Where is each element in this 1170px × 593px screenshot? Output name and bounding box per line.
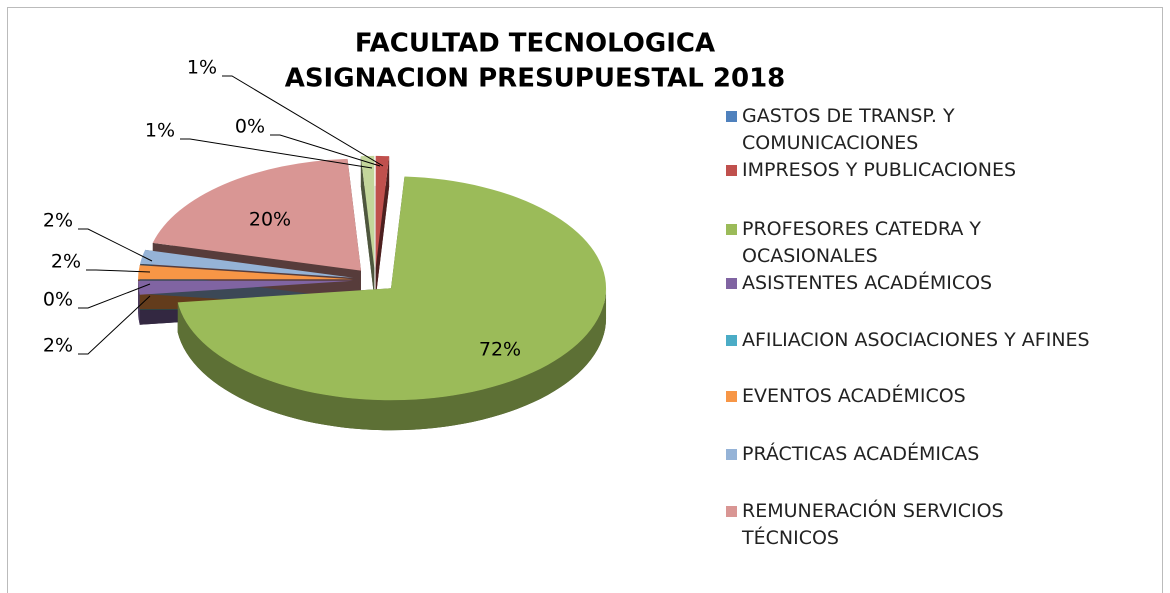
leader-line	[86, 269, 151, 273]
legend-entry: IMPRESOS Y PUBLICACIONES	[726, 157, 1106, 184]
slice	[138, 280, 354, 295]
data-label: 2%	[43, 335, 73, 357]
data-label: 2%	[51, 251, 81, 273]
legend-entry: ASISTENTES ACADÉMICOS	[726, 270, 1106, 297]
slice-wall	[375, 156, 390, 298]
legend-label: IMPRESOS Y PUBLICACIONES	[742, 159, 1017, 181]
data-label: 0%	[43, 289, 73, 311]
slice	[152, 158, 361, 271]
slice-wall	[152, 242, 361, 301]
legend-label: AFILIACION ASOCIACIONES Y AFINES	[742, 329, 1090, 351]
legend-label: REMUNERACIÓN SERVICIOS TÉCNICOS	[742, 500, 1004, 549]
chart-title: FACULTAD TECNOLOGICA	[355, 29, 715, 59]
legend-entry: PROFESORES CATEDRA Y OCASIONALES	[726, 216, 1106, 270]
legend-label: GASTOS DE TRANSP. Y COMUNICACIONES	[742, 105, 955, 154]
leader-line	[270, 134, 381, 167]
legend-entry: GASTOS DE TRANSP. Y COMUNICACIONES	[726, 103, 1106, 157]
leader-line	[78, 295, 151, 355]
slice	[375, 155, 390, 268]
slice	[140, 249, 354, 278]
slice-side	[177, 288, 607, 431]
legend-entry: AFILIACION ASOCIACIONES Y AFINES	[726, 327, 1106, 354]
legend-label: ASISTENTES ACADÉMICOS	[742, 272, 993, 294]
chart-title: ASIGNACION PRESUPUESTAL 2018	[285, 64, 786, 94]
data-label: 1%	[145, 120, 175, 142]
legend-swatch	[726, 224, 737, 235]
slice-side	[138, 280, 140, 325]
data-label: 1%	[187, 57, 217, 79]
legend-label: PROFESORES CATEDRA Y OCASIONALES	[742, 218, 981, 267]
legend-swatch	[726, 506, 737, 517]
legend-entry: REMUNERACIÓN SERVICIOS TÉCNICOS	[726, 498, 1106, 552]
legend-swatch	[726, 111, 737, 122]
slice	[177, 176, 607, 401]
data-label: 2%	[43, 210, 73, 232]
legend-swatch	[726, 278, 737, 289]
legend-label: PRÁCTICAS ACADÉMICAS	[742, 443, 980, 465]
legend-swatch	[726, 165, 737, 176]
slice-wall	[360, 156, 375, 298]
leader-line	[180, 138, 373, 169]
leader-line	[78, 283, 151, 309]
slice	[360, 155, 375, 268]
slice	[138, 265, 354, 280]
legend-entry: PRÁCTICAS ACADÉMICAS	[726, 441, 1106, 468]
leader-line	[222, 75, 384, 167]
data-label: 72%	[479, 339, 521, 361]
data-label: 0%	[235, 116, 265, 138]
legend-entry: EVENTOS ACADÉMICOS	[726, 383, 1106, 410]
leader-line	[78, 228, 153, 262]
legend-label: EVENTOS ACADÉMICOS	[742, 385, 966, 407]
frame	[7, 7, 1163, 593]
data-label: 20%	[249, 209, 291, 231]
legend-swatch	[726, 335, 737, 346]
legend-swatch	[726, 449, 737, 460]
legend-swatch	[726, 391, 737, 402]
